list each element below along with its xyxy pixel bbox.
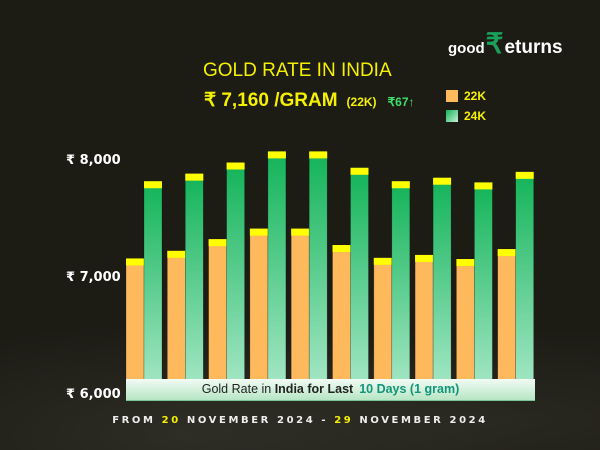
bar-cap-24k [226, 162, 245, 170]
range-start-day: 20 [161, 415, 181, 426]
bar-22k [249, 228, 269, 394]
bar-cap-24k [391, 181, 410, 189]
bar-24k [432, 177, 452, 394]
legend-swatch-24k [446, 110, 458, 122]
bar-cap-22k [208, 239, 227, 247]
bar-24k [143, 180, 163, 394]
bar-24k [308, 151, 328, 394]
bar-cap-24k [433, 177, 452, 185]
legend-swatch-22k [446, 90, 458, 102]
legend-label-24k: 24K [464, 109, 487, 123]
bar-22k [208, 238, 227, 394]
legend-item-24k: 24K [446, 106, 486, 126]
bar-22k [332, 244, 351, 394]
date-range: FROM 20 NOVEMBER 2024 - 29 NOVEMBER 2024 [0, 415, 600, 426]
bar-22k [125, 258, 145, 394]
bar-22k [290, 228, 310, 394]
range-from: FROM [112, 415, 162, 426]
banner-text-2: India for Last [274, 382, 354, 396]
bar-22k [373, 257, 393, 394]
legend-item-22k: 22K [446, 86, 486, 106]
bar-22k [414, 254, 434, 394]
bar-cap-22k [167, 250, 186, 258]
y-tick-label: ₹ 8,000 [66, 153, 121, 168]
bar-24k [515, 171, 535, 394]
bar-cap-24k [144, 181, 162, 189]
price-line: ₹ 7,160 /GRAM (22K) ₹67↑ [204, 89, 415, 112]
banner-text-3: 10 Days (1 gram) [359, 382, 460, 396]
bar-cap-24k [267, 151, 286, 159]
bar-24k [185, 173, 204, 394]
bar-22k [497, 248, 517, 394]
chart-caption-banner: Gold Rate in India for Last 10 Days (1 gr… [126, 379, 535, 401]
bar-cap-22k [332, 244, 351, 252]
price-unit: (22K) [346, 95, 377, 109]
bar-22k [167, 250, 186, 394]
chart-title: GOLD RATE IN INDIA [203, 60, 392, 81]
legend-label-22k: 22K [464, 89, 487, 103]
bar-24k [391, 180, 411, 394]
price-change: ₹67↑ [387, 95, 415, 109]
bar-cap-22k [415, 254, 434, 262]
bar-cap-24k [515, 171, 534, 179]
range-start-month: NOVEMBER 2024 - [180, 415, 335, 426]
logo-text-eturns: eturns [504, 37, 563, 58]
bar-cap-22k [373, 257, 392, 265]
goodreturns-logo: good ₹ eturns [448, 28, 563, 59]
legend: 22K 24K [446, 86, 486, 126]
range-end-month: NOVEMBER 2024 [353, 415, 488, 426]
y-tick-label: ₹ 7,000 [66, 270, 121, 285]
price-value: ₹ 7,160 /GRAM [204, 90, 338, 111]
bar-cap-22k [497, 249, 516, 257]
bar-24k [350, 167, 369, 394]
rupee-icon: ₹ [485, 28, 504, 59]
bar-24k [226, 162, 245, 394]
logo-text-good: good [448, 40, 485, 57]
bar-cap-22k [456, 259, 475, 267]
bar-cap-22k [249, 228, 268, 236]
bar-cap-24k [185, 173, 204, 181]
bar-cap-24k [350, 167, 369, 175]
banner-text-1: Gold Rate in [201, 382, 275, 396]
bar-cap-22k [291, 228, 310, 236]
bar-cap-24k [309, 151, 328, 159]
y-tick-label: ₹ 6,000 [66, 387, 121, 402]
bar-cap-22k [126, 258, 144, 266]
range-end-day: 29 [334, 415, 354, 426]
bar-cap-24k [474, 182, 493, 190]
bar-24k [267, 151, 287, 394]
bar-24k [474, 182, 493, 394]
bar-22k [456, 258, 475, 394]
